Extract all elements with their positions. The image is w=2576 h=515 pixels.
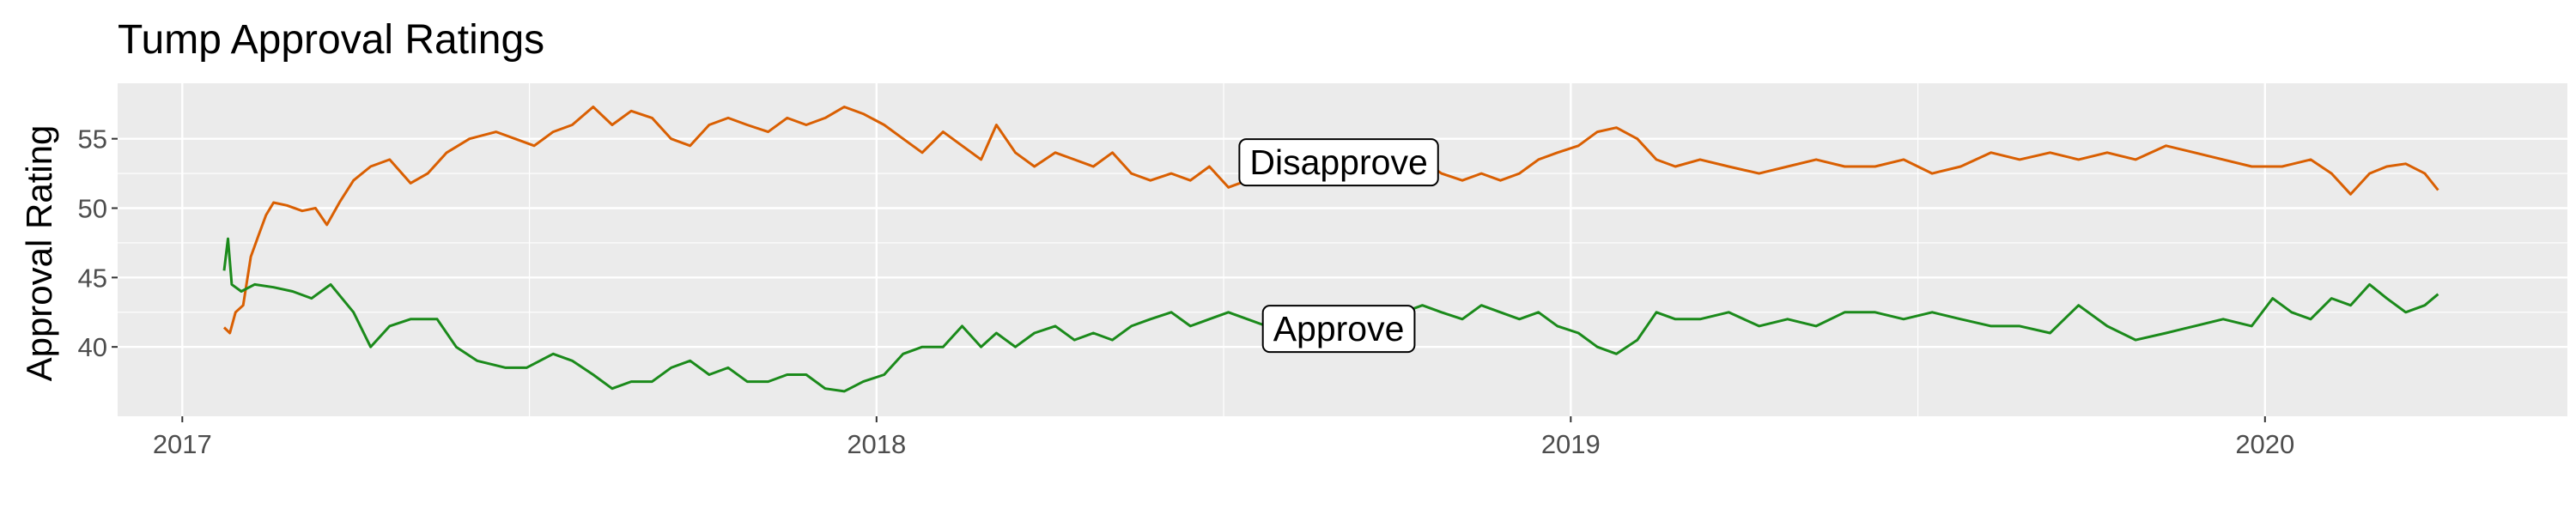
label-box — [1261, 305, 1416, 354]
y-tick-label: 45 — [78, 263, 107, 293]
series-lines — [222, 106, 2439, 393]
x-tick-label: 2019 — [1541, 429, 1601, 459]
y-tick-label: 40 — [78, 332, 107, 362]
x-tick-label: 2018 — [847, 429, 906, 459]
series-label-approve: Approve — [1261, 305, 1416, 354]
y-axis-label: Approval Rating — [19, 125, 59, 382]
series-line-disapprove — [222, 106, 2439, 335]
label-text: Disapprove — [1249, 142, 1427, 182]
chart-title: Tump Approval Ratings — [118, 17, 544, 63]
y-axis-ticks: 40 45 50 55 — [78, 124, 118, 362]
series-label-disapprove: Disapprove — [1238, 138, 1439, 187]
x-tick-label: 2020 — [2235, 429, 2294, 459]
x-axis-ticks: 2017 2018 2019 2020 — [153, 416, 2294, 459]
y-tick-label: 55 — [78, 124, 107, 154]
plot-panel — [118, 83, 2567, 416]
x-tick-label: 2017 — [153, 429, 212, 459]
series-labels: Disapprove Approve — [1238, 138, 1439, 354]
label-box — [1238, 138, 1439, 187]
major-gridlines — [118, 83, 2567, 416]
y-tick-label: 50 — [78, 194, 107, 224]
label-text: Approve — [1273, 309, 1405, 348]
series-line-approve — [222, 237, 2439, 393]
